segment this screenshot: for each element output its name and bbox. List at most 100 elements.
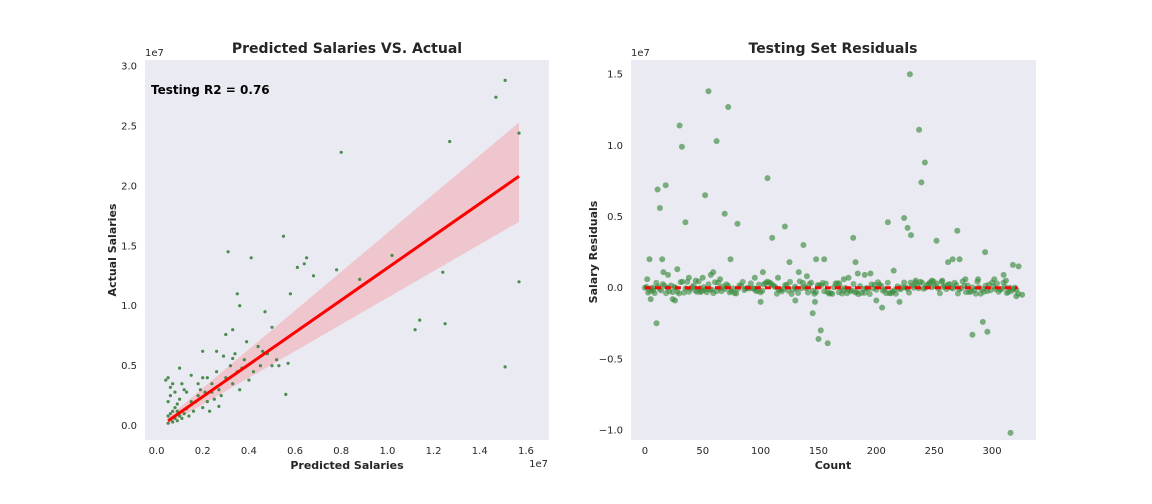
residual-point (786, 259, 793, 266)
x-tick-label: 0.6 (287, 446, 303, 457)
data-point (226, 250, 230, 254)
residual-point (821, 256, 828, 263)
residual-point (908, 232, 914, 239)
data-point (168, 385, 172, 389)
y-tick-label: 1.0 (607, 141, 623, 152)
residual-point (803, 273, 810, 280)
data-point (217, 388, 221, 392)
residual-point (939, 277, 946, 284)
residual-point (788, 291, 795, 297)
data-point (215, 370, 219, 374)
residual-point (901, 279, 908, 286)
residual-point (676, 122, 683, 129)
residual-point (824, 340, 831, 347)
regression-line-path (167, 175, 520, 423)
residual-point (867, 270, 874, 277)
chart-title: Predicted Salaries VS. Actual (232, 41, 462, 57)
residual-point (984, 328, 991, 335)
residual-point (906, 71, 913, 78)
residual-point (662, 182, 669, 189)
data-point (335, 268, 339, 272)
data-point (224, 332, 228, 337)
residual-point (682, 219, 689, 226)
data-point (173, 406, 177, 410)
residual-point (792, 297, 799, 304)
residual-point (775, 274, 781, 281)
residual-point (836, 280, 843, 287)
data-point (175, 402, 179, 406)
data-point (185, 390, 189, 394)
y-tick-labels: −1.0 −0.5 0.0 0.5 1.0 1.5 (599, 70, 623, 437)
residual-point (873, 297, 880, 304)
data-point (171, 409, 175, 413)
x-axis-label: Predicted Salaries (290, 459, 404, 472)
data-point (233, 352, 237, 356)
x-tick-label: 50 (696, 446, 709, 457)
data-point (210, 382, 214, 386)
residual-point (809, 310, 816, 317)
y-offset-label: 1e7 (145, 48, 164, 59)
x-tick-label: 0 (642, 446, 648, 457)
data-point (443, 322, 447, 326)
x-axis-label: Count (815, 459, 852, 472)
data-point (275, 358, 279, 362)
residual-point (717, 276, 724, 283)
residual-point (861, 289, 868, 296)
residual-point (1013, 293, 1020, 300)
data-point (503, 78, 507, 82)
residual-point (879, 304, 886, 311)
residual-point (647, 296, 654, 303)
residual-point (982, 249, 989, 256)
x-tick-labels: 0.0 0.2 0.4 0.6 0.8 1.0 1.2 1.4 1.6 (149, 446, 534, 457)
data-point (231, 328, 235, 332)
residual-point (685, 274, 692, 281)
data-point (212, 397, 216, 401)
residual-point (949, 256, 956, 263)
residual-point (781, 223, 788, 230)
data-point (182, 412, 186, 416)
r2-annotation: Testing R2 = 0.76 (151, 83, 270, 97)
residual-point (921, 159, 928, 166)
residual-point (866, 291, 873, 297)
data-point (196, 382, 200, 386)
residual-point (646, 256, 653, 263)
residual-point (710, 269, 717, 276)
residual-point (674, 266, 681, 273)
residual-point (705, 281, 712, 288)
residual-point (815, 336, 822, 342)
residual-point (787, 278, 793, 285)
residual-point (956, 256, 963, 263)
data-point (164, 378, 168, 382)
residual-point (721, 210, 728, 217)
residual-point (854, 270, 861, 277)
residual-point (804, 289, 811, 296)
residual-point (769, 234, 776, 241)
data-point (171, 420, 175, 424)
data-point (270, 364, 274, 368)
residual-point (933, 237, 940, 244)
y-tick-label: 2.0 (121, 181, 137, 192)
data-point (288, 292, 292, 296)
residual-point (727, 256, 734, 263)
x-tick-labels: 0 50 100 150 200 250 300 (642, 446, 1002, 457)
residual-point (739, 278, 746, 285)
residual-point (1002, 277, 1009, 284)
data-point (286, 361, 290, 365)
regression-line (167, 175, 520, 423)
residual-point (919, 279, 925, 286)
residual-point (699, 274, 706, 281)
data-point (215, 349, 219, 353)
residual-point (845, 274, 852, 281)
data-point (189, 373, 193, 377)
data-point (413, 328, 417, 332)
data-point (171, 382, 175, 386)
residual-point (901, 215, 908, 221)
x-tick-label: 0.8 (333, 446, 349, 457)
predicted-vs-actual-chart: 0.0 0.2 0.4 0.6 0.8 1.0 1.2 1.4 1.6 0.0 0.5 1.0 1.5… (106, 41, 549, 472)
data-point (258, 364, 262, 368)
y-axis-label: Salary Residuals (587, 200, 600, 303)
y-tick-label: 1.5 (607, 70, 623, 81)
data-point (270, 325, 274, 329)
data-point (339, 150, 343, 154)
residual-point (1000, 271, 1007, 278)
